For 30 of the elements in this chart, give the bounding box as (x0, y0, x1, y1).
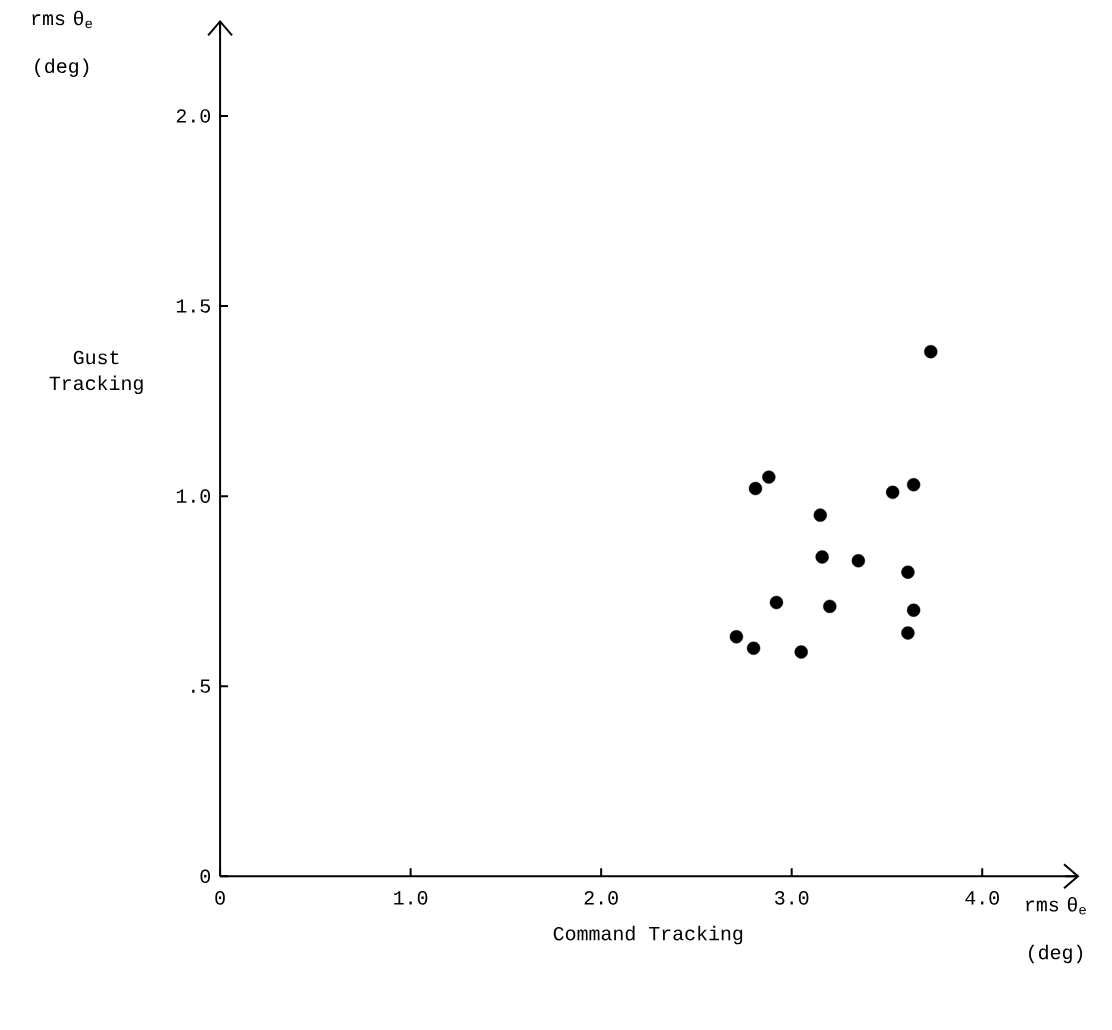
point (813, 508, 827, 522)
text: rms θ$_{e}$ (deg) (32, 10, 92, 78)
y-tick-label: .5 (192, 679, 210, 694)
point (729, 630, 744, 644)
point (762, 470, 776, 484)
x-tick-label: 4.0 (965, 891, 999, 905)
point (748, 482, 763, 496)
point (924, 345, 938, 359)
point (815, 550, 829, 564)
x-tick-label: 0 (215, 891, 225, 905)
point (794, 645, 808, 659)
point (823, 599, 837, 614)
point (901, 626, 915, 640)
point (901, 565, 915, 579)
point (885, 485, 900, 500)
point (746, 641, 761, 656)
y-tick-label: 0 (200, 869, 211, 884)
x-tick-label: 1.0 (394, 891, 428, 905)
y-tick-label: 2.0 (176, 109, 211, 123)
x-tick-label: 2.0 (584, 891, 618, 905)
point (906, 603, 921, 618)
point (906, 478, 921, 492)
text: rms θ$_{e}$ (deg) (1026, 897, 1086, 964)
point (769, 596, 784, 610)
x-tick-label: 3.0 (775, 891, 809, 905)
y-axis-title: Gust Tracking (49, 350, 143, 395)
y-tick-label: 1.0 (176, 489, 211, 504)
x-axis-title: Command Tracking (553, 925, 743, 945)
y-tick-label: 1.5 (176, 299, 210, 313)
point (851, 554, 866, 568)
